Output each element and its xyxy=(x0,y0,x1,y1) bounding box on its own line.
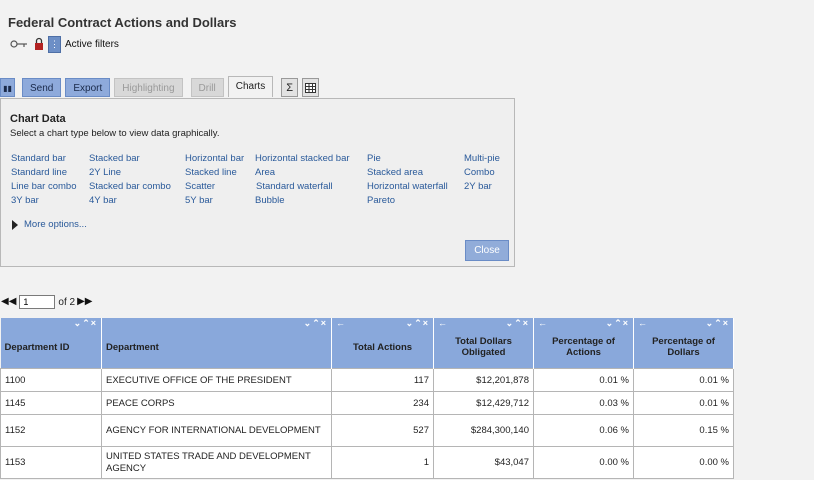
chart-type-bubble[interactable]: Bubble xyxy=(255,195,285,206)
cell-pct-dollars: 0.01 % xyxy=(633,368,734,392)
chart-type-5y-bar[interactable]: 5Y bar xyxy=(185,195,213,206)
cell-total-dollars: $284,300,140 xyxy=(433,414,534,447)
active-filters-bar: ⋮ Active filters xyxy=(10,35,119,53)
chart-type-horizontal-bar[interactable]: Horizontal bar xyxy=(185,153,245,164)
cell-department-id: 1152 xyxy=(0,414,102,447)
toolbar: ▮▮ Send Export Highlighting Drill Charts… xyxy=(0,76,323,97)
chart-panel-description: Select a chart type below to view data g… xyxy=(10,128,220,139)
export-button[interactable]: Export xyxy=(65,78,111,97)
more-options-label: More options... xyxy=(24,219,87,230)
toggle-panel-icon[interactable]: ▮▮ xyxy=(0,78,15,97)
cell-department: EXECUTIVE OFFICE OF THE PRESIDENT xyxy=(101,368,332,392)
pagination: ◀◀ of 2 ▶▶ xyxy=(1,294,92,310)
close-button[interactable]: Close xyxy=(465,240,509,261)
expand-triangle-icon xyxy=(12,219,18,230)
active-filters-label[interactable]: Active filters xyxy=(65,38,119,50)
cell-total-actions: 1 xyxy=(331,446,434,479)
chart-type-stacked-area[interactable]: Stacked area xyxy=(367,167,423,178)
cell-pct-actions: 0.00 % xyxy=(533,446,634,479)
column-controls[interactable]: ← ⌄⌃× xyxy=(638,318,729,328)
header-percentage-of-dollars[interactable]: ← ⌄⌃× Percentage of Dollars xyxy=(633,318,734,369)
page-title: Federal Contract Actions and Dollars xyxy=(8,15,237,30)
page-number-input[interactable] xyxy=(19,295,56,309)
cell-pct-dollars: 0.15 % xyxy=(633,414,734,447)
cell-total-dollars: $12,429,712 xyxy=(433,391,534,415)
key-icon[interactable] xyxy=(10,39,28,49)
chart-type-pareto[interactable]: Pareto xyxy=(367,195,395,206)
chart-type-4y-bar[interactable]: 4Y bar xyxy=(89,195,117,206)
first-page-icon[interactable]: ◀◀ xyxy=(1,296,17,307)
more-options-link[interactable]: More options... xyxy=(12,219,87,230)
chart-type-multi-pie[interactable]: Multi-pie xyxy=(464,153,500,164)
charts-tab[interactable]: Charts xyxy=(227,76,274,97)
chart-type-pie[interactable]: Pie xyxy=(367,153,381,164)
chart-type-standard-line[interactable]: Standard line xyxy=(11,167,67,178)
cell-pct-dollars: 0.01 % xyxy=(633,391,734,415)
cell-total-dollars: $12,201,878 xyxy=(433,368,534,392)
cell-department-id: 1153 xyxy=(0,446,102,479)
cell-department: UNITED STATES TRADE AND DEVELOPMENT AGEN… xyxy=(101,446,332,479)
chart-panel-title: Chart Data xyxy=(10,113,66,125)
send-button[interactable]: Send xyxy=(22,78,62,97)
chart-type-stacked-bar-combo[interactable]: Stacked bar combo xyxy=(89,181,171,192)
cell-total-actions: 234 xyxy=(331,391,434,415)
chart-type-scatter[interactable]: Scatter xyxy=(185,181,216,192)
sum-icon[interactable]: Σ xyxy=(281,78,299,97)
cell-pct-actions: 0.06 % xyxy=(533,414,634,447)
chart-type-combo[interactable]: Combo xyxy=(464,167,495,178)
cell-pct-actions: 0.01 % xyxy=(533,368,634,392)
last-page-icon[interactable]: ▶▶ xyxy=(77,296,93,307)
chart-type-standard-waterfall[interactable]: Standard waterfall xyxy=(256,181,333,192)
cell-department-id: 1100 xyxy=(0,368,102,392)
lock-icon[interactable] xyxy=(34,37,44,51)
table-row[interactable]: 1145 PEACE CORPS 234 $12,429,712 0.03 % … xyxy=(0,391,734,415)
chart-type-line-bar-combo[interactable]: Line bar combo xyxy=(11,181,77,192)
header-total-actions[interactable]: ← ⌄⌃× Total Actions xyxy=(331,318,434,369)
data-table: ⌄⌃× Department ID ⌄⌃× Department ← ⌄⌃× To… xyxy=(0,318,734,479)
chart-type-standard-bar[interactable]: Standard bar xyxy=(11,153,66,164)
page-count-label: of 2 xyxy=(58,296,76,308)
chart-data-panel: Chart Data Select a chart type below to … xyxy=(0,98,515,267)
cell-department-id: 1145 xyxy=(0,391,102,415)
grid-icon xyxy=(305,82,317,93)
cell-pct-actions: 0.03 % xyxy=(533,391,634,415)
column-controls[interactable]: ⌄⌃× xyxy=(303,318,327,328)
chart-type-area[interactable]: Area xyxy=(255,167,276,178)
cell-total-dollars: $43,047 xyxy=(433,446,534,479)
table-row[interactable]: 1153 UNITED STATES TRADE AND DEVELOPMENT… xyxy=(0,446,734,479)
highlighting-button[interactable]: Highlighting xyxy=(114,78,183,97)
chart-type-stacked-line[interactable]: Stacked line xyxy=(185,167,237,178)
header-department[interactable]: ⌄⌃× Department xyxy=(101,318,332,369)
chart-type-horizontal-waterfall[interactable]: Horizontal waterfall xyxy=(367,181,448,192)
header-percentage-of-actions[interactable]: ← ⌄⌃× Percentage of Actions xyxy=(533,318,634,369)
chart-type-3y-bar[interactable]: 3Y bar xyxy=(11,195,39,206)
column-controls[interactable]: ← ⌄⌃× xyxy=(336,318,429,328)
cell-total-actions: 527 xyxy=(331,414,434,447)
header-department-id[interactable]: ⌄⌃× Department ID xyxy=(0,318,102,369)
table-row[interactable]: 1152 AGENCY FOR INTERNATIONAL DEVELOPMEN… xyxy=(0,414,734,447)
header-total-dollars-obligated[interactable]: ← ⌄⌃× Total Dollars Obligated xyxy=(433,318,534,369)
cell-department: PEACE CORPS xyxy=(101,391,332,415)
chart-type-horizontal-stacked-bar[interactable]: Horizontal stacked bar xyxy=(255,153,350,164)
column-controls[interactable]: ⌄⌃× xyxy=(73,318,97,328)
column-controls[interactable]: ← ⌄⌃× xyxy=(438,318,529,328)
chart-type-stacked-bar[interactable]: Stacked bar xyxy=(89,153,140,164)
chart-type-2y-line[interactable]: 2Y Line xyxy=(89,167,122,178)
chart-type-2y-bar[interactable]: 2Y bar xyxy=(464,181,492,192)
cell-pct-dollars: 0.00 % xyxy=(633,446,734,479)
column-controls[interactable]: ← ⌄⌃× xyxy=(538,318,629,328)
filter-info-icon[interactable]: ⋮ xyxy=(48,35,61,53)
drill-button[interactable]: Drill xyxy=(190,78,224,97)
table-grid-icon[interactable] xyxy=(302,78,320,97)
cell-department: AGENCY FOR INTERNATIONAL DEVELOPMENT xyxy=(101,414,332,447)
table-row[interactable]: 1100 EXECUTIVE OFFICE OF THE PRESIDENT 1… xyxy=(0,368,734,392)
cell-total-actions: 117 xyxy=(331,368,434,392)
